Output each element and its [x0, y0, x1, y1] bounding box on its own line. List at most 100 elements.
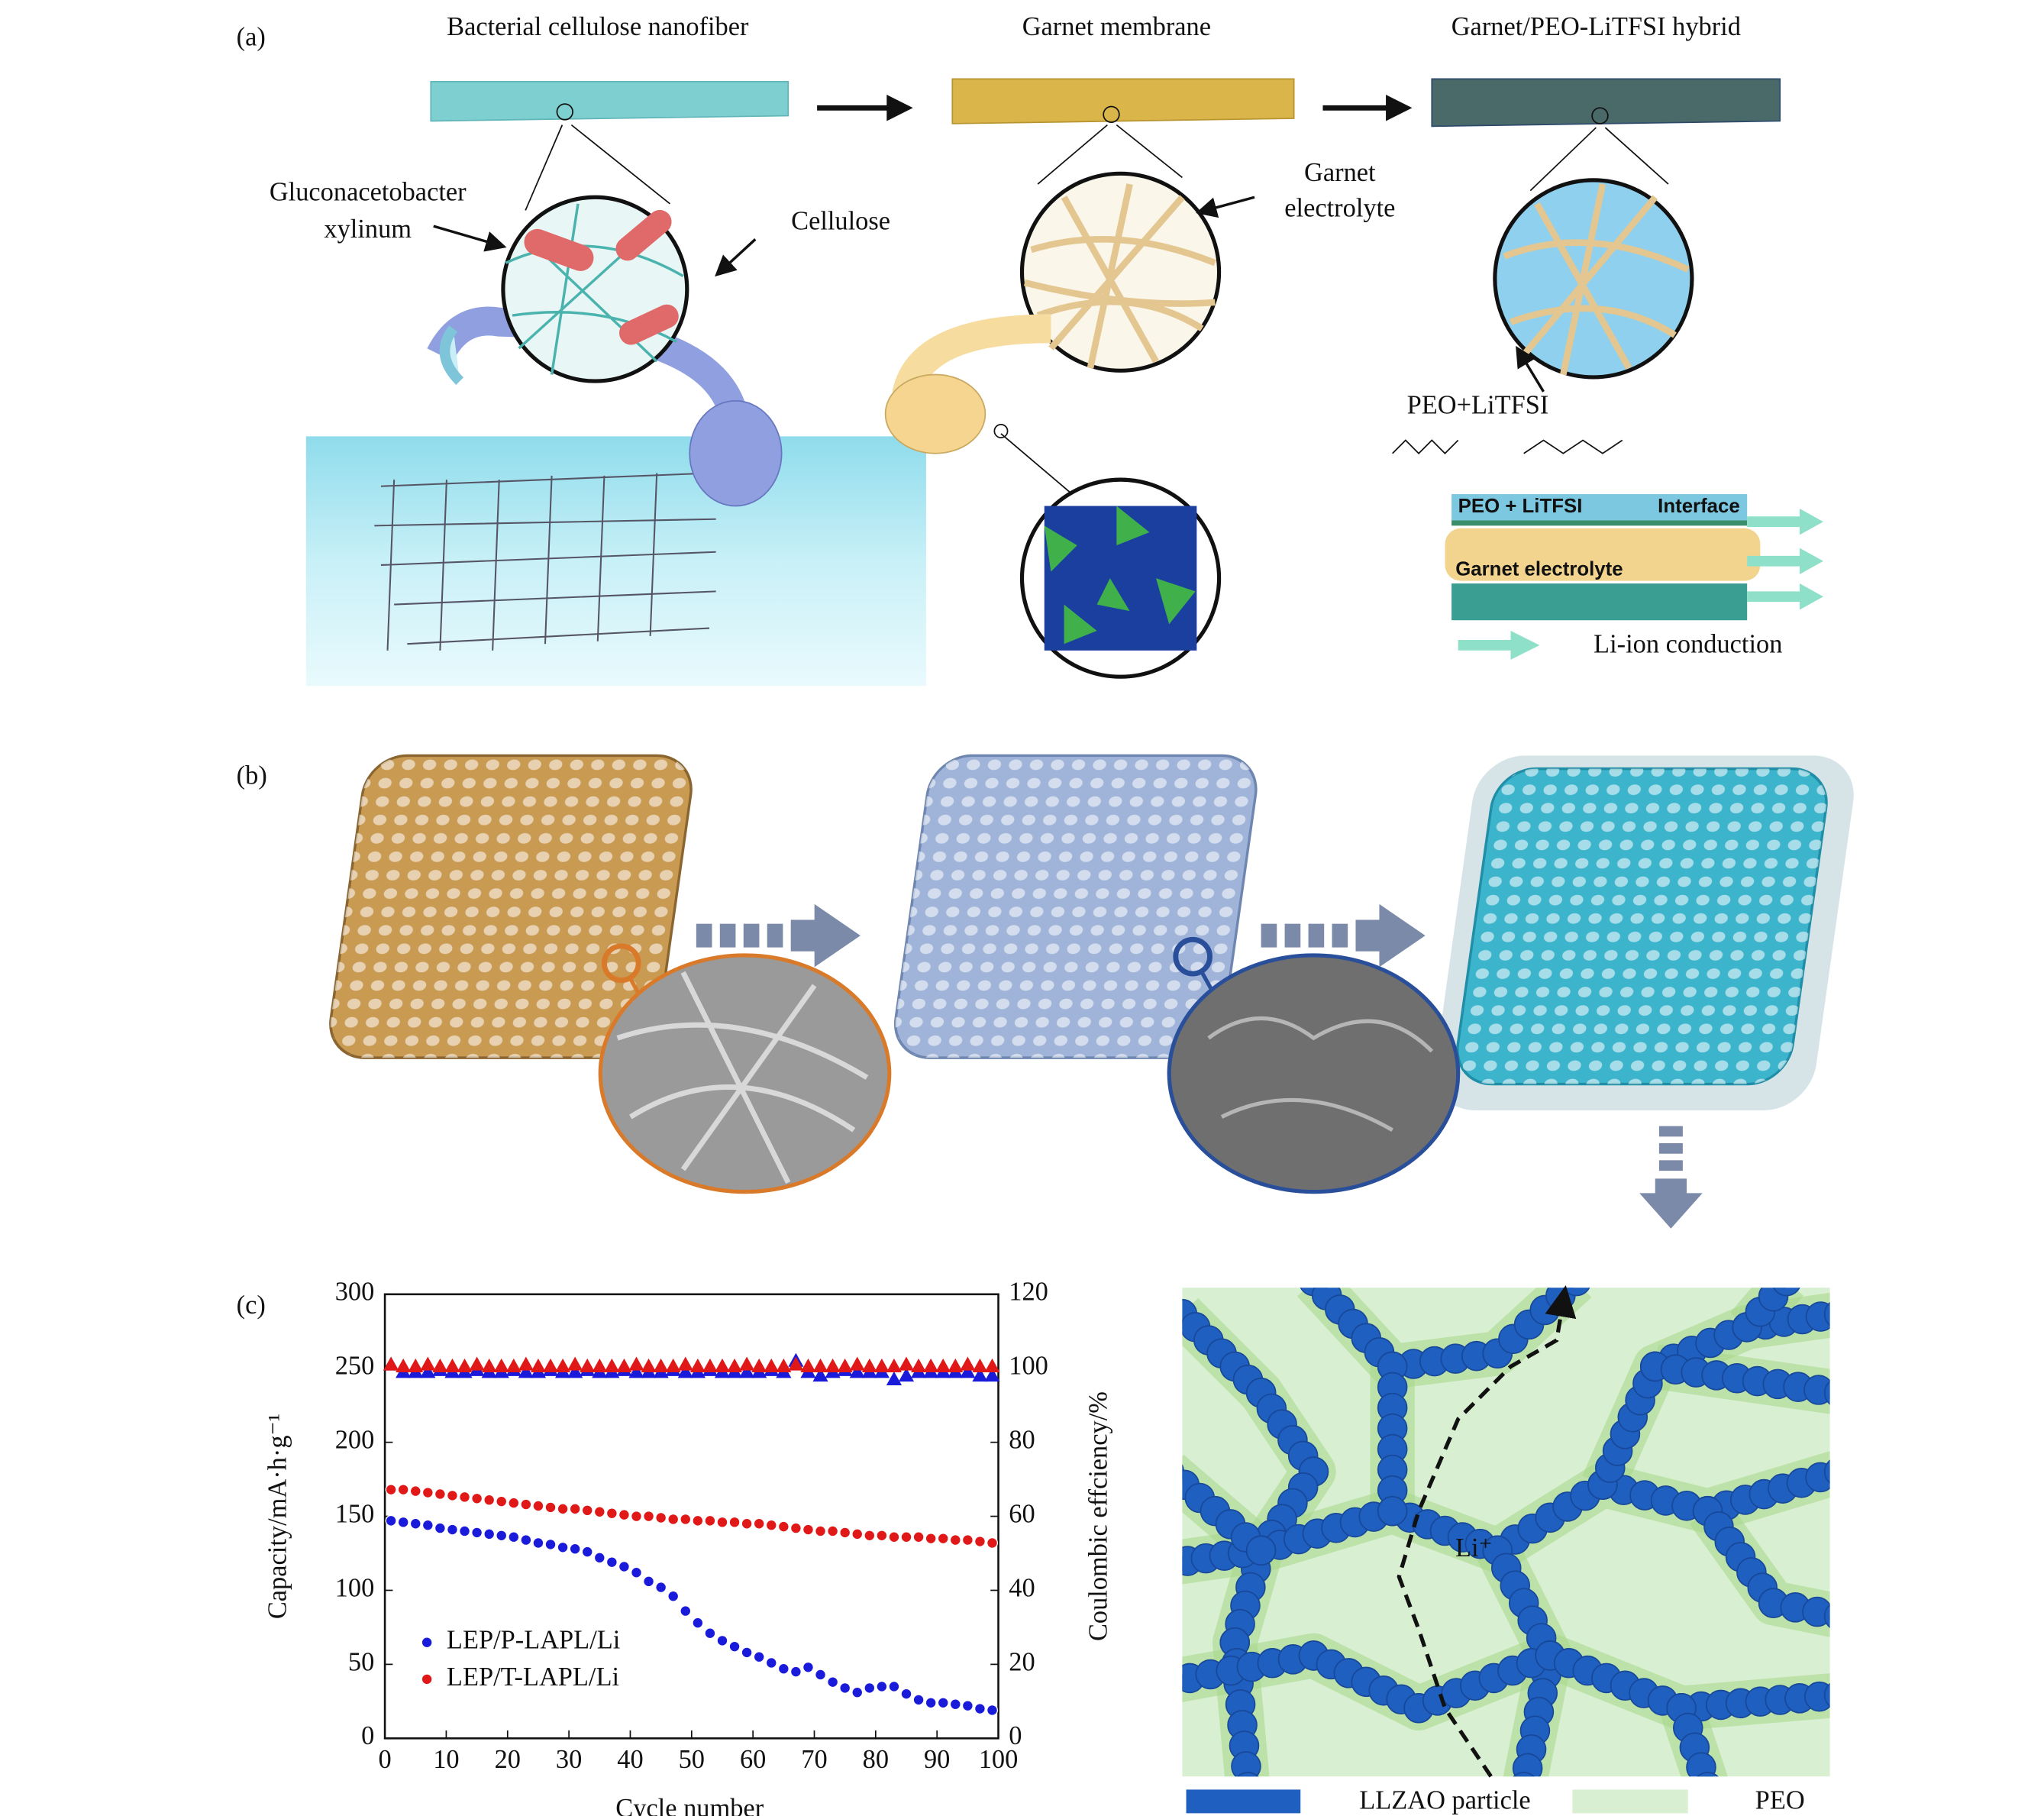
layer-label: Interface — [1658, 496, 1740, 517]
llzao-particle — [1513, 1772, 1535, 1777]
fiber-tube — [439, 325, 464, 385]
crystal-structure — [1044, 506, 1197, 651]
data-point — [655, 1511, 667, 1524]
data-point — [569, 1543, 581, 1555]
data-point — [972, 1358, 988, 1373]
data-point — [581, 1546, 593, 1558]
annotation-arrow — [433, 225, 507, 252]
arrow — [1322, 95, 1413, 121]
data-point — [630, 1566, 643, 1578]
data-point — [458, 1491, 471, 1503]
data-point — [937, 1697, 949, 1709]
data-point — [385, 1484, 397, 1496]
data-point — [726, 1358, 743, 1373]
data-point — [555, 1358, 571, 1373]
llzao-particle — [1802, 1596, 1830, 1627]
data-point — [741, 1517, 753, 1530]
x-tick-label: 60 — [740, 1745, 766, 1774]
llzao-particle — [1823, 1682, 1830, 1708]
data-point — [873, 1358, 890, 1373]
conduction-arrows — [1458, 508, 1823, 660]
data-point — [471, 1527, 483, 1539]
data-point — [898, 1356, 915, 1371]
y2-tick-label: 20 — [1009, 1647, 1035, 1676]
data-point — [616, 1358, 632, 1373]
llzao-particle — [1805, 1301, 1830, 1332]
data-point — [800, 1358, 816, 1373]
data-point — [385, 1514, 397, 1527]
llzao-particle — [1823, 1459, 1830, 1484]
data-point — [714, 1358, 731, 1373]
annotation: Gluconacetobacter — [270, 178, 467, 207]
data-point — [605, 1507, 618, 1520]
data-point — [628, 1356, 644, 1371]
data-point — [802, 1661, 815, 1673]
panel-label: (c) — [237, 1291, 266, 1320]
data-point — [680, 1605, 692, 1617]
y-tick-label: 100 — [335, 1573, 375, 1602]
data-point — [567, 1364, 583, 1378]
data-point — [677, 1364, 693, 1378]
zoom-line — [1000, 433, 1071, 493]
cellulose-chain-bg — [305, 436, 926, 687]
zoom-spot — [601, 943, 641, 984]
data-point — [886, 1358, 903, 1373]
annotation: PEO+LiTFSI — [1407, 390, 1549, 419]
zoom-spot — [1173, 936, 1213, 977]
data-point — [911, 1358, 927, 1373]
data-point — [753, 1651, 765, 1663]
data-point — [765, 1519, 777, 1531]
sem-image — [598, 953, 892, 1194]
sem-image — [1167, 953, 1461, 1194]
llzao-particle — [1805, 1462, 1830, 1493]
data-point — [420, 1356, 436, 1371]
bacteria — [524, 209, 679, 345]
data-point — [655, 1582, 667, 1594]
y2-tick-label: 0 — [1009, 1721, 1022, 1750]
data-point — [604, 1358, 620, 1373]
data-point — [667, 1590, 680, 1602]
data-point — [581, 1504, 593, 1517]
data-point — [665, 1358, 681, 1373]
data-point — [458, 1525, 471, 1537]
data-point — [961, 1534, 974, 1546]
x-tick-label: 100 — [979, 1745, 1019, 1774]
data-point — [790, 1522, 802, 1534]
data-point — [397, 1484, 409, 1496]
data-point — [925, 1533, 937, 1545]
x-tick-label: 90 — [924, 1745, 950, 1774]
sponge — [893, 754, 1258, 1059]
data-point — [592, 1358, 608, 1373]
data-point — [837, 1358, 853, 1373]
annotation-arrow — [1196, 195, 1255, 218]
data-point — [886, 1371, 903, 1386]
data-point — [898, 1368, 915, 1382]
data-point — [408, 1358, 424, 1373]
legend-marker — [421, 1637, 433, 1649]
data-point — [849, 1364, 865, 1378]
data-point — [704, 1514, 716, 1527]
data-point — [508, 1497, 520, 1509]
data-point — [667, 1513, 680, 1526]
data-point — [825, 1358, 841, 1373]
fiber-end — [884, 373, 986, 454]
data-point — [481, 1358, 497, 1373]
data-point — [814, 1669, 827, 1681]
data-point — [925, 1697, 937, 1709]
data-point — [496, 1530, 508, 1542]
llzao-particle — [1237, 1772, 1259, 1777]
data-point — [520, 1534, 532, 1546]
llzao-particle — [1182, 1556, 1184, 1572]
data-point — [532, 1536, 544, 1549]
data-point — [397, 1516, 409, 1528]
x-tick-label: 50 — [679, 1745, 705, 1774]
stage-title: Garnet membrane — [1022, 12, 1211, 41]
llzao-particle — [1377, 1495, 1408, 1527]
panel-label: (a) — [237, 23, 266, 52]
x-axis-label: Cycle number — [615, 1794, 764, 1816]
data-point — [542, 1358, 559, 1373]
legend-marker — [421, 1673, 433, 1685]
x-tick-label: 20 — [495, 1745, 521, 1774]
x-tick-label: 70 — [801, 1745, 827, 1774]
